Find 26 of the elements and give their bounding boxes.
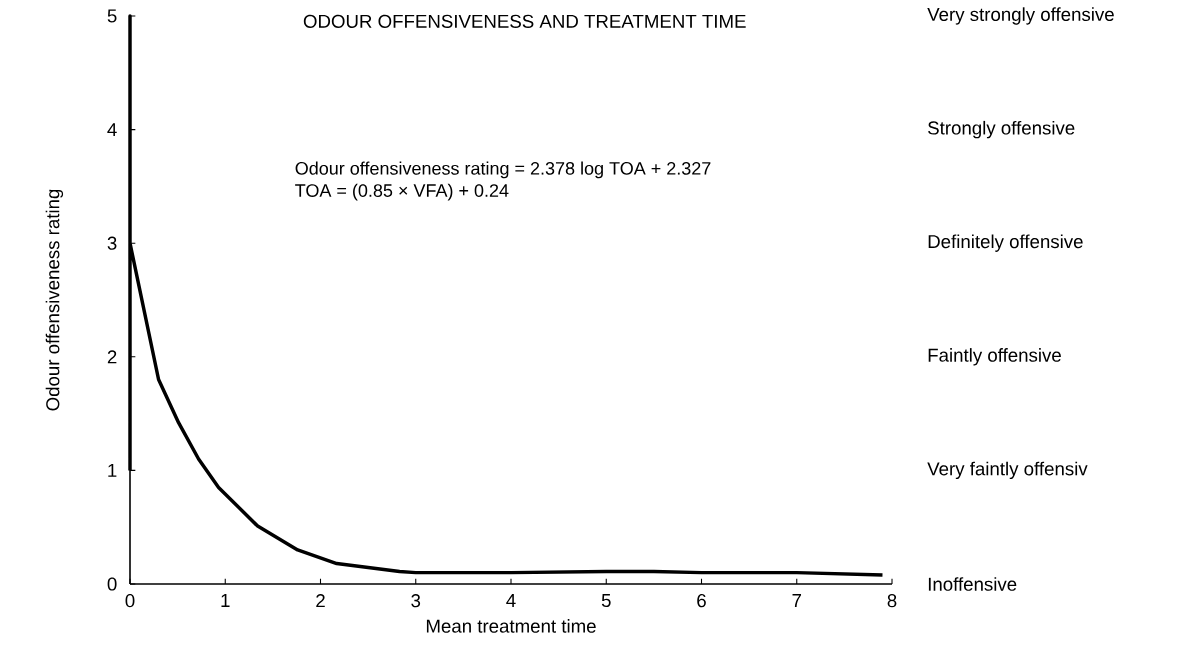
y-tick-label: 5 [107,9,117,23]
x-tick-label: 0 [125,594,135,608]
x-tick-label: 6 [697,594,706,608]
x-tick-label: 5 [601,594,611,608]
x-tick-label: 4 [506,594,516,607]
y-tick-label: 0 [107,577,117,591]
y-axis-title: Odour offensiveness rating [45,189,64,411]
text: Very strongly offensive [927,7,1114,25]
x-axis-title: Mean treatment time [426,619,596,633]
x-tick-label: 8 [887,594,897,608]
text: Definitely offensive [928,234,1083,252]
text: Inoffensive [928,577,1017,591]
y-tick-label: 1 [108,463,117,477]
x-tick-label: 2 [316,594,325,608]
text: Very faintly offensiv [927,461,1088,480]
y-tick-label: 4 [107,123,117,137]
text: Faintly offensive [928,348,1061,366]
chart-title: ODOUR OFFENSIVENESS AND TREATMENT TIME [303,14,746,28]
x-tick-label: 1 [221,594,230,607]
text: Strongly offensive [928,120,1075,139]
annotation: Odour offensiveness rating = 2.378 log TOA + 2.327 [295,161,711,179]
y-tick-label: 2 [107,350,117,364]
x-tick-label: 7 [792,594,802,607]
y-tick-label: 3 [107,236,117,250]
annotation: TOA = (0.85 × VFA) + 0.24 [295,183,509,201]
x-tick-label: 3 [411,594,421,608]
